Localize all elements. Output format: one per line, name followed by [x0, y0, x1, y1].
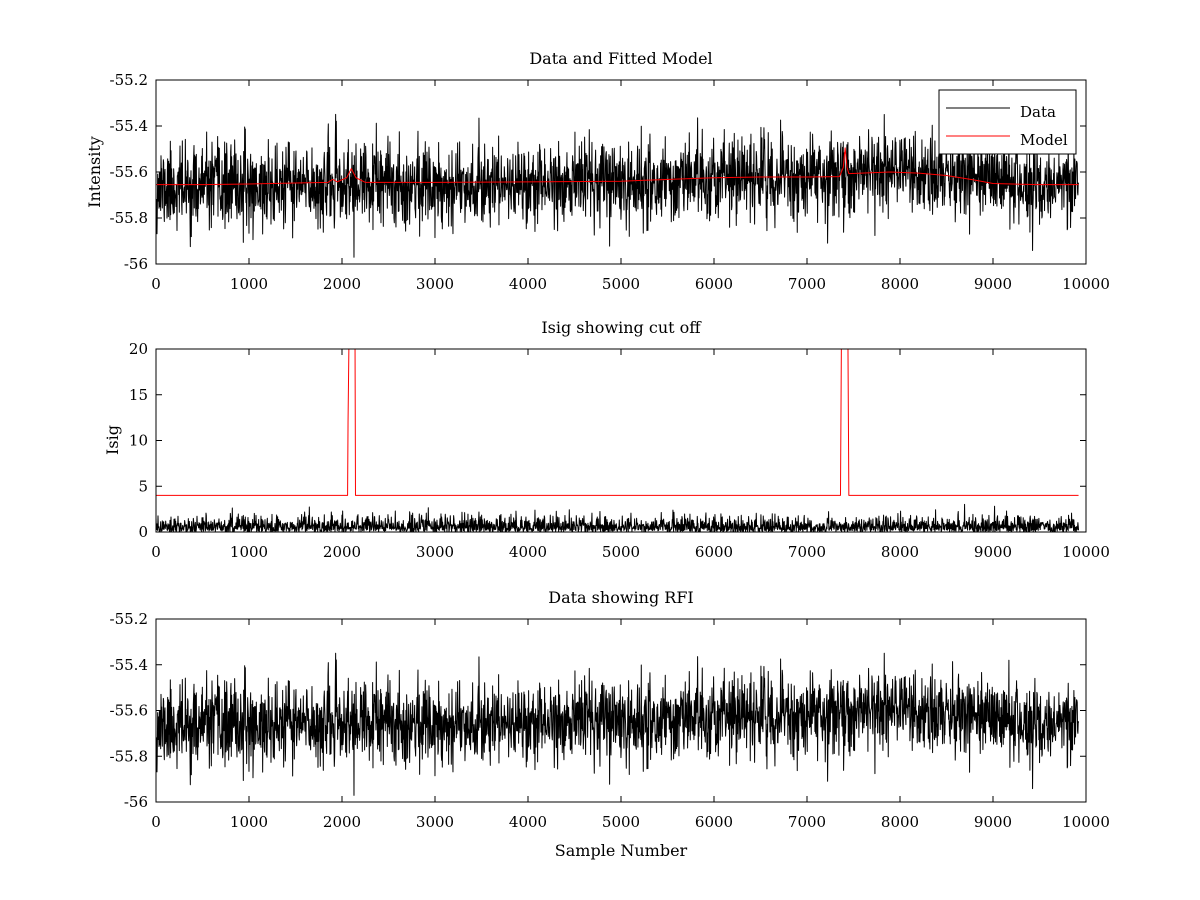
series-cut-off: [156, 349, 1079, 496]
x-tick-label: 7000: [788, 813, 826, 831]
y-tick-label: -55.6: [110, 163, 148, 181]
y-tick-label: -55.8: [110, 747, 148, 765]
y-axis-label: Isig: [103, 425, 122, 455]
y-tick-label: 10: [129, 432, 148, 450]
x-tick-label: 3000: [416, 275, 454, 293]
series-isig: [156, 503, 1080, 532]
axis-ticks: 0 1000 2000 3000 4000 5000 6000 7000 8000 9000 100…: [129, 340, 1110, 561]
legend-label-data: Data: [1020, 103, 1056, 121]
y-tick-label: -55.4: [110, 117, 148, 135]
legend-label-model: Model: [1020, 131, 1068, 149]
y-tick-label: 5: [138, 477, 148, 495]
y-tick-label: -55.2: [110, 610, 148, 628]
x-tick-label: 4000: [509, 543, 547, 561]
x-tick-label: 9000: [974, 275, 1012, 293]
x-tick-label: 10000: [1062, 543, 1110, 561]
series-group: [156, 349, 1080, 532]
y-axis-label: Intensity: [85, 136, 104, 208]
x-tick-label: 0: [151, 813, 161, 831]
x-tick-label: 5000: [602, 275, 640, 293]
y-tick-label: -55.2: [110, 71, 148, 89]
x-tick-label: 4000: [509, 813, 547, 831]
x-tick-label: 8000: [881, 275, 919, 293]
x-tick-label: 10000: [1062, 275, 1110, 293]
chart-title: Isig showing cut off: [541, 318, 702, 337]
y-tick-label: 15: [129, 386, 148, 404]
axes-frame: [155, 618, 1087, 803]
y-tick-label: -55.4: [110, 656, 148, 674]
x-tick-label: 1000: [230, 275, 268, 293]
x-tick-label: 5000: [602, 813, 640, 831]
axes-frame: [155, 79, 1087, 265]
x-tick-label: 7000: [788, 275, 826, 293]
x-tick-label: 3000: [416, 543, 454, 561]
x-tick-label: 1000: [230, 813, 268, 831]
x-tick-label: 6000: [695, 275, 733, 293]
x-tick-label: 9000: [974, 813, 1012, 831]
series-data: [156, 113, 1080, 258]
panel-data-rfi: Data showing RFI Sample Number 0 1000 2000…: [110, 588, 1110, 860]
x-tick-label: 8000: [881, 543, 919, 561]
y-tick-label: -56: [124, 255, 148, 273]
y-tick-label: -55.6: [110, 702, 148, 720]
x-tick-label: 10000: [1062, 813, 1110, 831]
legend-box: [938, 89, 1077, 155]
panel-data-and-model: Data and Fitted Model Intensity 0 1000 200…: [85, 49, 1110, 293]
x-tick-label: 0: [151, 275, 161, 293]
axis-ticks: 0 1000 2000 3000 4000 5000 6000 7000 8000 9000 100…: [110, 71, 1110, 293]
x-tick-label: 4000: [509, 275, 547, 293]
x-tick-label: 3000: [416, 813, 454, 831]
x-tick-label: 1000: [230, 543, 268, 561]
x-axis-label: Sample Number: [555, 841, 688, 860]
x-tick-label: 2000: [323, 275, 361, 293]
x-tick-label: 0: [151, 543, 161, 561]
series-group: [156, 652, 1080, 796]
chart-title: Data and Fitted Model: [529, 49, 712, 68]
y-tick-label: 20: [129, 340, 148, 358]
legend: Data Model: [938, 89, 1077, 155]
panel-isig: Isig showing cut off Isig 0 1000 2000 3000 4…: [103, 318, 1110, 561]
chart-title: Data showing RFI: [548, 588, 693, 607]
x-tick-label: 2000: [323, 813, 361, 831]
y-tick-label: -56: [124, 793, 148, 811]
series-model: [156, 147, 1079, 186]
x-tick-label: 5000: [602, 543, 640, 561]
y-tick-label: -55.8: [110, 209, 148, 227]
y-tick-label: 0: [138, 523, 148, 541]
axes-frame: [155, 348, 1087, 533]
x-tick-label: 2000: [323, 543, 361, 561]
x-tick-label: 8000: [881, 813, 919, 831]
x-tick-label: 9000: [974, 543, 1012, 561]
x-tick-label: 6000: [695, 813, 733, 831]
series-data: [156, 652, 1080, 796]
x-tick-label: 6000: [695, 543, 733, 561]
series-group: [156, 113, 1080, 258]
x-tick-label: 7000: [788, 543, 826, 561]
